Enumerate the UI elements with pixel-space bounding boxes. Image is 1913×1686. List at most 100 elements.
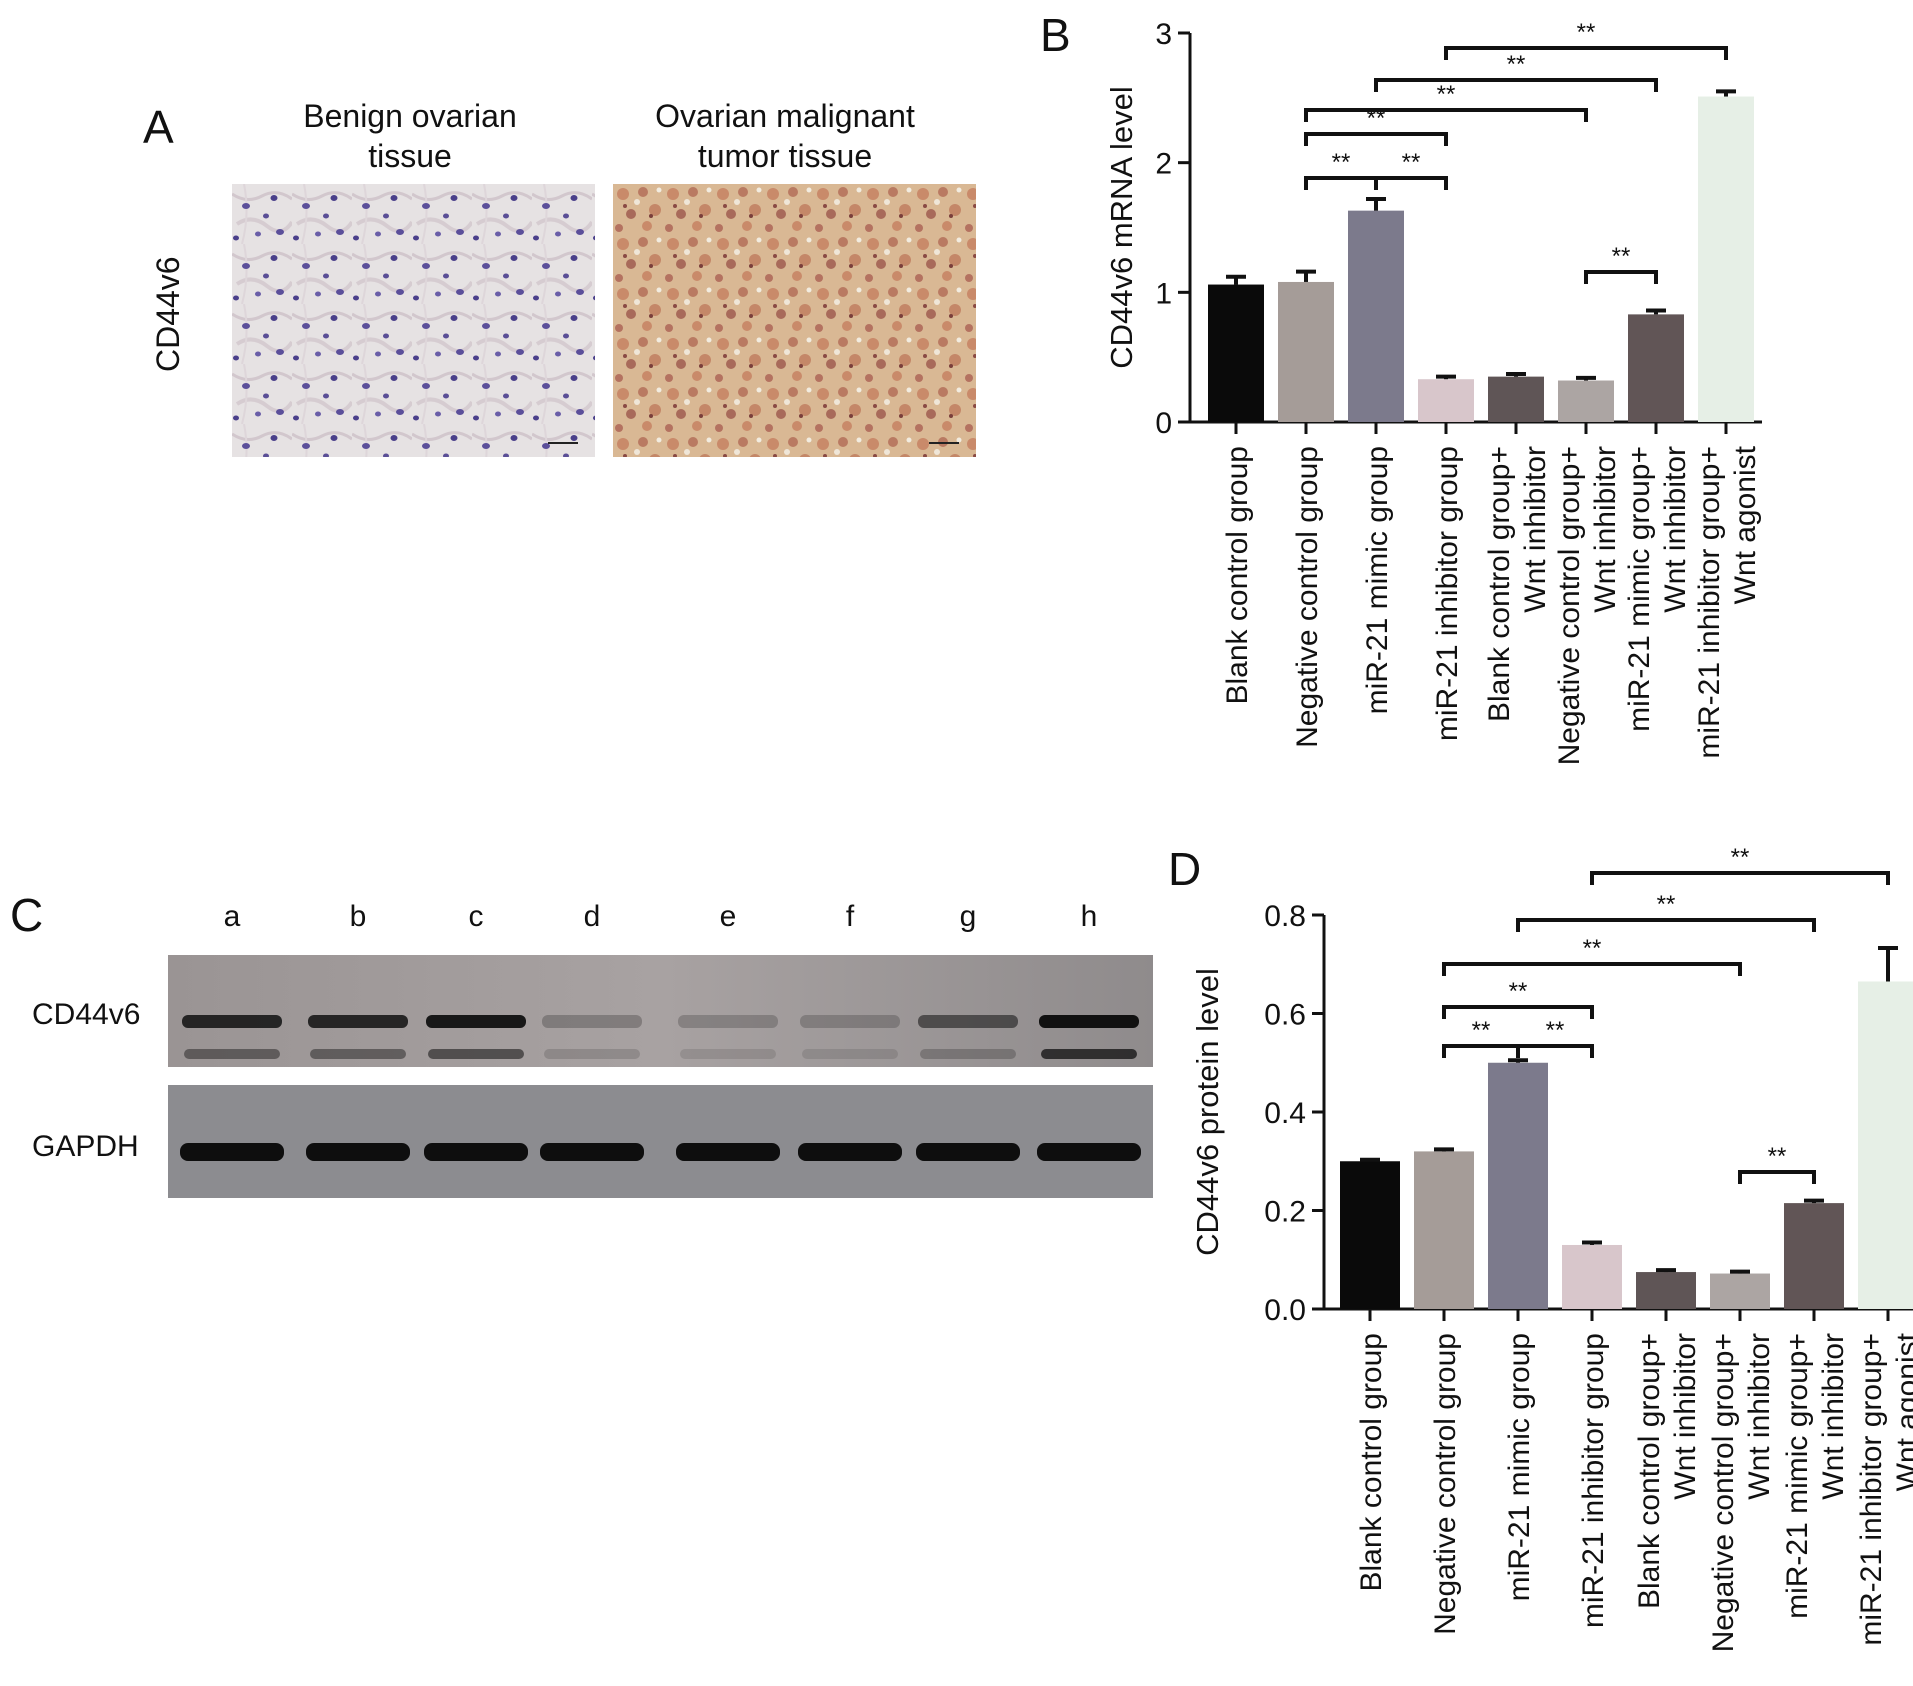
y-tick-label: 0.6: [1264, 999, 1306, 1032]
bar: [1784, 1203, 1844, 1309]
cd44v6-lower-band: [428, 1049, 524, 1059]
significance-bracket: [1584, 270, 1658, 284]
benign-title-line2: tissue: [368, 138, 452, 174]
gapdh-band: [540, 1143, 644, 1161]
cd44v6-band: [678, 1015, 778, 1028]
significance-bracket: [1304, 176, 1378, 190]
lane-label: d: [583, 900, 601, 933]
x-tick-label: miR-21 inhibitor group: [1577, 1333, 1610, 1628]
panel-a-letter: A: [143, 101, 174, 153]
bar: [1628, 314, 1684, 422]
cd44v6-lower-band: [310, 1049, 406, 1059]
significance-label: **: [1437, 81, 1456, 108]
x-tick-label: Wnt agonist: [1891, 1332, 1913, 1491]
y-tick-label: 2: [1155, 148, 1172, 181]
bar: [1278, 281, 1334, 422]
cd44v6-band: [1039, 1015, 1139, 1028]
gapdh-band: [1037, 1143, 1141, 1161]
significance-bracket: [1442, 1005, 1594, 1019]
significance-bracket: [1590, 871, 1890, 885]
significance-label: **: [1768, 1143, 1787, 1170]
x-tick-label: Wnt inhibitor: [1743, 1333, 1776, 1500]
bar: [1208, 284, 1264, 422]
malignant-title-line2: tumor tissue: [697, 138, 873, 174]
y-tick-label: 0.0: [1264, 1294, 1306, 1327]
gapdh-western-blot: [168, 1085, 1153, 1198]
bar: [1488, 376, 1544, 422]
lane-label: g: [959, 900, 977, 933]
significance-label: **: [1332, 149, 1351, 176]
significance-label: **: [1402, 149, 1421, 176]
significance-bracket: [1442, 1044, 1520, 1058]
benign-tissue-title: Benign ovarian tissue: [250, 96, 570, 176]
y-tick-label: 0.8: [1264, 900, 1306, 933]
bar: [1348, 210, 1404, 422]
panel-c-letter: C: [10, 889, 44, 941]
bar: [1418, 379, 1474, 422]
gapdh-band: [306, 1143, 410, 1161]
x-tick-label: miR-21 mimic group+: [1781, 1333, 1814, 1619]
bar: [1710, 1273, 1770, 1309]
cd44v6-lower-band: [920, 1049, 1016, 1059]
significance-label: **: [1472, 1017, 1491, 1044]
x-tick-label: Wnt inhibitor: [1817, 1333, 1850, 1500]
panel-b-letter: B: [1040, 9, 1071, 61]
significance-label: **: [1612, 243, 1631, 270]
cd44v6-band: [182, 1015, 282, 1028]
x-tick-label: Blank control group+: [1633, 1333, 1666, 1609]
x-tick-label: miR-21 inhibitor group: [1431, 446, 1464, 741]
cd44v6-western-blot: [168, 955, 1153, 1067]
x-tick-label: miR-21 mimic group: [1503, 1333, 1536, 1601]
gapdh-band: [916, 1143, 1020, 1161]
y-tick-label: 1: [1155, 277, 1172, 310]
x-tick-label: Blank control group+: [1483, 446, 1516, 722]
lane-label: h: [1080, 900, 1098, 933]
mrna-bar-chart: 0 1 2 3 CD44v6 mRNA level Blank control group…: [1104, 18, 1762, 765]
significance-label: **: [1577, 19, 1596, 46]
panel-d-letter: D: [1168, 843, 1202, 895]
gapdh-band: [424, 1143, 528, 1161]
lane-label: b: [349, 900, 367, 933]
cd44v6-band: [426, 1015, 526, 1028]
y-tick-label: 0.4: [1264, 1097, 1306, 1130]
gapdh-band: [798, 1143, 902, 1161]
significance-label: **: [1546, 1017, 1565, 1044]
significance-bracket: [1516, 1044, 1594, 1058]
malignant-tissue-title: Ovarian malignant tumor tissue: [615, 96, 955, 176]
cd44v6-band: [308, 1015, 408, 1028]
malignant-tissue-image: [613, 184, 976, 457]
cd44v6-lower-band: [184, 1049, 280, 1059]
significance-bracket: [1374, 78, 1658, 92]
cd44v6-lower-band: [680, 1049, 776, 1059]
cd44v6-band: [918, 1015, 1018, 1028]
y-tick-label: 3: [1155, 18, 1172, 51]
y-tick-label: 0: [1155, 407, 1172, 440]
significance-bracket: [1738, 1170, 1816, 1184]
significance-label: **: [1583, 935, 1602, 962]
bar: [1562, 1244, 1622, 1309]
cd44v6-band: [542, 1015, 642, 1028]
gapdh-band: [676, 1143, 780, 1161]
x-tick-label: Blank control group: [1221, 446, 1254, 705]
significance-label: **: [1507, 51, 1526, 78]
protein-bar-chart: 0.0 0.2 0.4 0.6 0.8 CD44v6 protein level Blank…: [1190, 844, 1913, 1652]
bar: [1488, 1062, 1548, 1309]
cd44v6-lower-band: [544, 1049, 640, 1059]
lane-label: c: [468, 900, 484, 933]
significance-label: **: [1657, 891, 1676, 918]
y-axis-label: CD44v6 mRNA level: [1104, 86, 1139, 369]
x-tick-label: Wnt agonist: [1729, 445, 1762, 604]
x-tick-label: miR-21 mimic group+: [1623, 446, 1656, 732]
x-tick-label: Negative control group: [1429, 1333, 1462, 1635]
x-tick-label: Wnt inhibitor: [1659, 446, 1692, 613]
malignant-title-line1: Ovarian malignant: [655, 98, 915, 134]
lane-label: a: [223, 900, 241, 933]
x-tick-label: Negative control group: [1291, 446, 1324, 748]
cd44v6-lower-band: [1041, 1049, 1137, 1059]
bar: [1414, 1151, 1474, 1309]
benign-tissue-image: [232, 184, 595, 457]
lane-label: e: [719, 900, 737, 933]
x-tick-label: Blank control group: [1355, 1333, 1388, 1592]
bar: [1558, 380, 1614, 422]
cd44v6-lower-band: [802, 1049, 898, 1059]
